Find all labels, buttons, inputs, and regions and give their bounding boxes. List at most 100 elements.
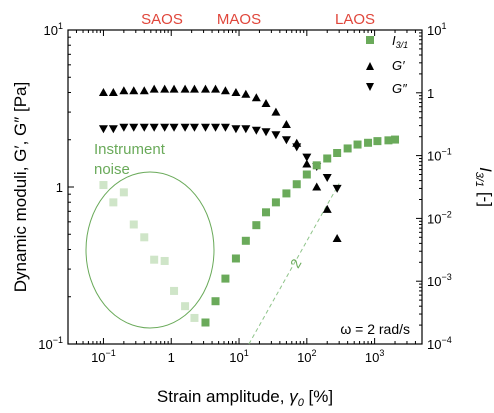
slope-guide-line [248, 183, 340, 345]
i31-point [282, 189, 291, 198]
gprime-point [220, 86, 230, 95]
x-tick-label: 10−1 [91, 348, 116, 365]
i31-point [241, 236, 250, 245]
legend-label-gdoubleprime: G″ [392, 81, 407, 96]
noise-point [109, 198, 118, 207]
legend-marker-gdoubleprime [366, 83, 374, 91]
gprime-point [332, 233, 342, 242]
i31-point [252, 221, 261, 230]
gprime-point [160, 84, 170, 93]
gprime-point [108, 87, 118, 96]
gdoubleprime-point [211, 123, 221, 132]
gprime-point [119, 86, 129, 95]
y-right-tick-label: 10−1 [427, 147, 452, 164]
noise-point [129, 220, 138, 229]
gprime-point [139, 86, 149, 95]
gprime-point [322, 204, 332, 213]
region-laos: LAOS [335, 11, 375, 28]
gprime-point [302, 159, 312, 168]
noise-label-line1: Instrument [94, 141, 166, 158]
i31-point [221, 274, 230, 283]
y-left-tick-label: 10−1 [38, 335, 63, 352]
gprime-point [251, 93, 261, 102]
gprime-point [211, 84, 221, 93]
legend-label-i31: I3/1 [392, 33, 408, 50]
gdoubleprime-point [169, 123, 179, 132]
noise-point [119, 188, 128, 197]
noise-point [190, 313, 199, 322]
region-saos: SAOS [141, 11, 183, 28]
y-axis-left-title: Dynamic moduli, G′, G″ [Pa] [11, 82, 30, 292]
i31-point [302, 170, 311, 179]
gdoubleprime-point [231, 125, 241, 134]
y-right-tick-label: 10−2 [427, 209, 452, 226]
slope-label: 2 [287, 256, 305, 271]
x-axis-title: Strain amplitude, γ0 [%] [157, 387, 333, 409]
y-right-tick-label: 10−4 [427, 335, 452, 352]
noise-point [170, 286, 179, 295]
tick-layer: 10−1 1 101 102 103 10−1 1 101 10−4 10−3 10−2 10−1 1 1… [38, 21, 451, 365]
gdoubleprime-point [160, 123, 170, 132]
y-left-tick-label: 1 [56, 180, 63, 195]
x-tick-label: 101 [229, 348, 248, 365]
gdoubleprime-point [98, 125, 108, 134]
noise-ellipse [85, 171, 215, 329]
gdoubleprime-point [241, 125, 251, 134]
noise-point [160, 256, 169, 265]
i31-point [353, 140, 362, 149]
gprime-point [149, 84, 159, 93]
i31-point [391, 135, 400, 144]
y-left-tick-label: 101 [44, 21, 63, 38]
y-axis-right-title: I3/1 [-] [473, 167, 494, 207]
i31-point [271, 198, 280, 207]
gdoubleprime-point [139, 123, 149, 132]
legend-label-gprime: G′ [392, 58, 405, 73]
legend: I3/1 G′ G″ [366, 33, 408, 96]
gdoubleprime-point [180, 123, 190, 132]
annotation-layer: 2 [85, 171, 340, 345]
y-right-tick-label: 10−3 [427, 272, 452, 289]
x-tick-label: 1 [168, 350, 175, 365]
i31-point [201, 318, 210, 327]
gdoubleprime-point [189, 123, 199, 132]
gdoubleprime-point [220, 123, 230, 132]
i31-point [323, 154, 332, 163]
gdoubleprime-point [281, 136, 291, 145]
noise-label-line2: noise [94, 161, 130, 178]
i31-point [384, 136, 393, 145]
i31-point [333, 149, 342, 158]
legend-marker-i31 [366, 36, 374, 44]
gprime-point [261, 99, 271, 108]
gprime-point [180, 84, 190, 93]
x-tick-label: 103 [365, 348, 384, 365]
noise-point [150, 255, 159, 264]
gdoubleprime-point [332, 184, 342, 193]
gprime-point [129, 86, 139, 95]
i31-point [364, 138, 373, 147]
gdoubleprime-point [200, 123, 210, 132]
gdoubleprime-point [271, 131, 281, 140]
gdoubleprime-point [292, 143, 302, 152]
marks-layer [98, 84, 400, 327]
gdoubleprime-point [119, 123, 129, 132]
i31-point [262, 208, 271, 217]
i31-point [373, 137, 382, 146]
y-right-tick-label: 1 [427, 86, 434, 101]
i31-point [231, 254, 240, 263]
gprime-point [271, 107, 281, 116]
gprime-point [98, 87, 108, 96]
gprime-point [312, 182, 322, 191]
gdoubleprime-point [251, 126, 261, 135]
i31-point [211, 297, 220, 306]
gprime-point [231, 87, 241, 96]
i31-point [312, 161, 321, 170]
condition-annotation: ω = 2 rad/s [340, 321, 410, 337]
gprime-point [200, 84, 210, 93]
gdoubleprime-point [322, 173, 332, 182]
noise-point [181, 302, 190, 311]
i31-point [292, 180, 301, 189]
noise-point [99, 181, 108, 190]
gdoubleprime-point [108, 125, 118, 134]
gprime-point [241, 89, 251, 98]
